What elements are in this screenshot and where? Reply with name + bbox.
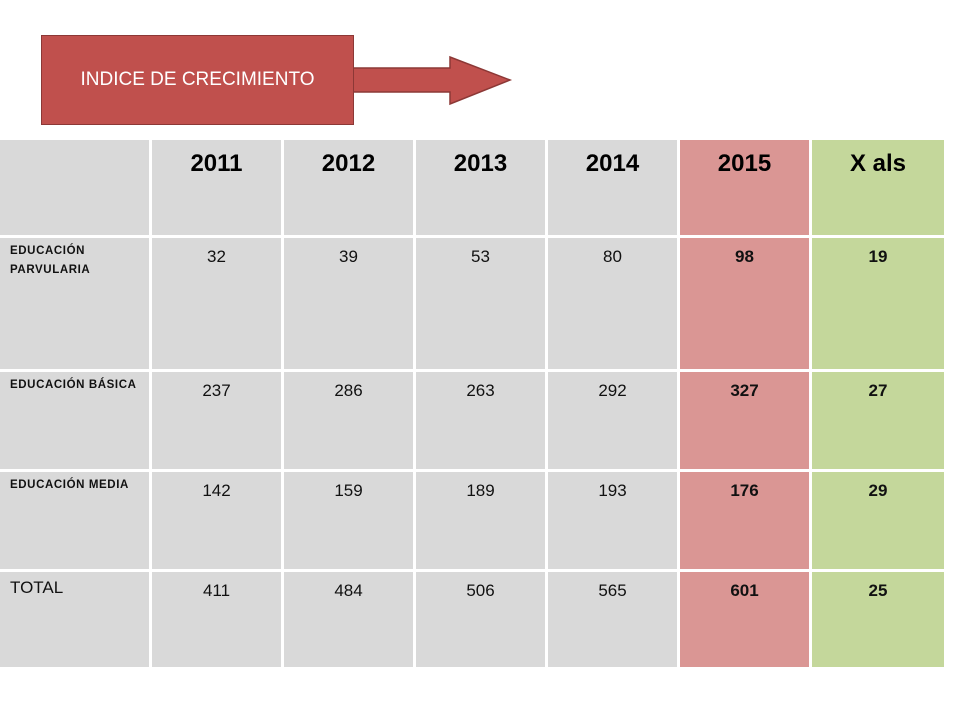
header-2012: 2012 (284, 140, 416, 238)
growth-table: 2011 2012 2013 2014 2015 X als EDUCACIÓN… (0, 140, 944, 670)
table-cell: 292 (548, 372, 680, 472)
table-cell: 411 (152, 572, 284, 670)
banner-title: INDICE DE CRECIMIENTO (80, 69, 315, 90)
table-cell-2015: 327 (680, 372, 812, 472)
header-cell-empty (0, 140, 152, 238)
table-cell: 80 (548, 238, 680, 372)
table-cell-x-als: 19 (812, 238, 944, 372)
table-cell: 237 (152, 372, 284, 472)
table-cell: 39 (284, 238, 416, 372)
table-row: EDUCACIÓN MEDIA 142 159 189 193 176 29 (0, 472, 944, 572)
table-cell: 263 (416, 372, 548, 472)
table-cell: 286 (284, 372, 416, 472)
table-cell-2015: 601 (680, 572, 812, 670)
row-label-total: TOTAL (0, 572, 152, 670)
arrow-right-icon (350, 55, 513, 106)
table-row-total: TOTAL 411 484 506 565 601 25 (0, 572, 944, 670)
table-row: EDUCACIÓN BÁSICA 237 286 263 292 327 27 (0, 372, 944, 472)
table-cell-x-als: 25 (812, 572, 944, 670)
table-cell-2015: 176 (680, 472, 812, 572)
header-2011: 2011 (152, 140, 284, 238)
table-cell: 565 (548, 572, 680, 670)
header-2014: 2014 (548, 140, 680, 238)
table-cell-x-als: 27 (812, 372, 944, 472)
row-label: EDUCACIÓN PARVULARIA (0, 238, 152, 372)
header-2015: 2015 (680, 140, 812, 238)
header-2013: 2013 (416, 140, 548, 238)
table-cell: 32 (152, 238, 284, 372)
table-cell: 193 (548, 472, 680, 572)
row-label: EDUCACIÓN MEDIA (0, 472, 152, 572)
header-row: 2011 2012 2013 2014 2015 X als (0, 140, 944, 238)
table-cell-x-als: 29 (812, 472, 944, 572)
table-cell-2015: 98 (680, 238, 812, 372)
table-cell: 506 (416, 572, 548, 670)
table-cell: 159 (284, 472, 416, 572)
title-banner: INDICE DE CRECIMIENTO (41, 35, 354, 125)
table-cell: 142 (152, 472, 284, 572)
table-cell: 53 (416, 238, 548, 372)
table-cell: 484 (284, 572, 416, 670)
header-x-als: X als (812, 140, 944, 238)
table-row: EDUCACIÓN PARVULARIA 32 39 53 80 98 19 (0, 238, 944, 372)
table-cell: 189 (416, 472, 548, 572)
row-label: EDUCACIÓN BÁSICA (0, 372, 152, 472)
